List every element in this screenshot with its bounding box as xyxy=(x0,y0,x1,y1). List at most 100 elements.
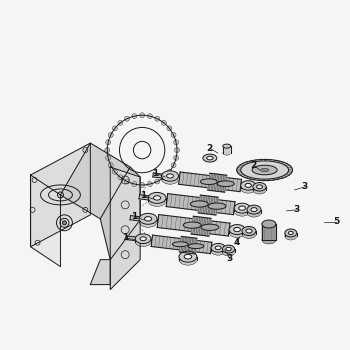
Polygon shape xyxy=(130,216,148,222)
Polygon shape xyxy=(282,175,287,177)
Polygon shape xyxy=(267,179,270,181)
Ellipse shape xyxy=(161,174,178,184)
Ellipse shape xyxy=(188,244,204,248)
Ellipse shape xyxy=(223,245,235,253)
Polygon shape xyxy=(273,160,277,162)
Text: 1: 1 xyxy=(122,233,128,242)
Ellipse shape xyxy=(161,171,178,181)
Ellipse shape xyxy=(200,179,217,184)
Polygon shape xyxy=(30,143,90,247)
Ellipse shape xyxy=(148,193,166,203)
Polygon shape xyxy=(254,160,258,162)
Polygon shape xyxy=(191,216,211,236)
Polygon shape xyxy=(61,143,130,219)
Ellipse shape xyxy=(217,181,234,187)
Ellipse shape xyxy=(208,203,226,209)
Polygon shape xyxy=(262,179,265,181)
Polygon shape xyxy=(100,167,140,260)
Ellipse shape xyxy=(179,251,197,262)
Text: 3: 3 xyxy=(301,182,308,191)
Text: 4: 4 xyxy=(233,238,240,247)
Polygon shape xyxy=(247,210,261,212)
Circle shape xyxy=(174,140,178,145)
Polygon shape xyxy=(161,176,178,179)
Ellipse shape xyxy=(223,151,231,155)
Polygon shape xyxy=(223,146,231,153)
Polygon shape xyxy=(208,173,227,192)
Ellipse shape xyxy=(285,232,297,240)
Polygon shape xyxy=(285,174,289,176)
Ellipse shape xyxy=(253,186,266,194)
Circle shape xyxy=(112,126,117,131)
Ellipse shape xyxy=(184,254,192,259)
Polygon shape xyxy=(246,162,250,163)
Text: 3: 3 xyxy=(227,254,233,263)
Polygon shape xyxy=(281,162,285,164)
Circle shape xyxy=(147,114,152,119)
Ellipse shape xyxy=(139,216,157,227)
Ellipse shape xyxy=(201,224,219,230)
Ellipse shape xyxy=(229,225,245,235)
Ellipse shape xyxy=(242,226,256,236)
Circle shape xyxy=(105,148,110,153)
Ellipse shape xyxy=(234,228,240,232)
Ellipse shape xyxy=(139,214,157,224)
Polygon shape xyxy=(237,170,241,171)
Ellipse shape xyxy=(260,168,269,172)
Polygon shape xyxy=(285,233,297,236)
Ellipse shape xyxy=(247,208,261,217)
Text: 5: 5 xyxy=(333,217,340,226)
Polygon shape xyxy=(277,161,281,163)
Text: 2: 2 xyxy=(207,144,213,153)
Ellipse shape xyxy=(207,156,213,160)
Text: 1: 1 xyxy=(131,212,137,221)
Polygon shape xyxy=(271,178,275,180)
Polygon shape xyxy=(211,248,225,251)
Polygon shape xyxy=(229,230,245,232)
Polygon shape xyxy=(234,208,250,211)
Circle shape xyxy=(175,148,180,153)
Circle shape xyxy=(171,133,176,138)
Polygon shape xyxy=(179,236,197,254)
Ellipse shape xyxy=(62,221,66,225)
Ellipse shape xyxy=(215,246,221,250)
Ellipse shape xyxy=(247,205,261,214)
Ellipse shape xyxy=(145,217,152,221)
Polygon shape xyxy=(252,178,256,180)
Ellipse shape xyxy=(229,228,245,238)
Ellipse shape xyxy=(252,165,277,175)
Polygon shape xyxy=(127,236,144,241)
Circle shape xyxy=(174,155,178,160)
Circle shape xyxy=(155,179,160,184)
Ellipse shape xyxy=(253,183,266,191)
Ellipse shape xyxy=(246,229,252,233)
Polygon shape xyxy=(269,160,272,161)
Polygon shape xyxy=(30,175,61,267)
Polygon shape xyxy=(259,160,262,161)
Ellipse shape xyxy=(203,154,217,162)
Ellipse shape xyxy=(234,206,250,216)
Text: 2: 2 xyxy=(251,161,257,169)
Ellipse shape xyxy=(173,242,188,247)
Polygon shape xyxy=(240,164,244,166)
Ellipse shape xyxy=(179,254,197,265)
Polygon shape xyxy=(284,164,288,165)
Polygon shape xyxy=(275,178,279,180)
Polygon shape xyxy=(153,173,170,179)
Polygon shape xyxy=(139,195,157,201)
Ellipse shape xyxy=(234,203,250,213)
Polygon shape xyxy=(90,260,110,285)
Polygon shape xyxy=(287,173,292,174)
Ellipse shape xyxy=(251,208,257,211)
Ellipse shape xyxy=(223,248,235,256)
Polygon shape xyxy=(288,167,292,168)
Circle shape xyxy=(161,175,166,180)
Circle shape xyxy=(106,140,111,145)
Ellipse shape xyxy=(135,234,151,244)
Circle shape xyxy=(118,120,123,125)
Circle shape xyxy=(132,182,137,187)
Circle shape xyxy=(112,169,117,174)
Polygon shape xyxy=(157,215,230,236)
Ellipse shape xyxy=(239,206,245,210)
Polygon shape xyxy=(253,187,266,190)
